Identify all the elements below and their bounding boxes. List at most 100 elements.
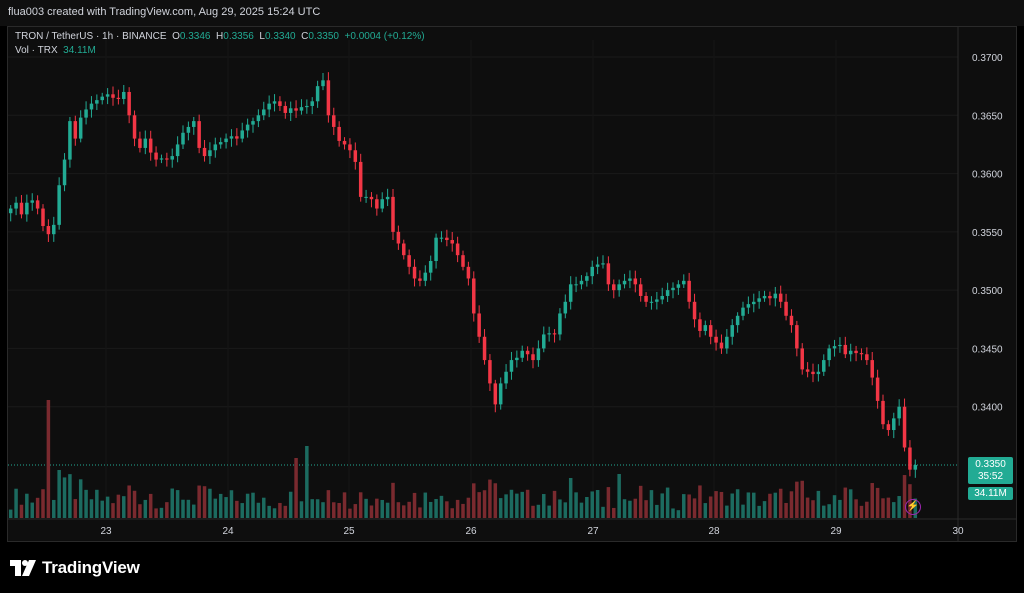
candle-body: [35, 200, 40, 209]
volume-bar: [472, 483, 476, 518]
candle-body: [235, 136, 239, 139]
volume-bar: [326, 490, 331, 518]
candle-body: [445, 237, 449, 241]
legend-volume-label[interactable]: Vol · TRX: [15, 45, 58, 56]
candle-body: [353, 150, 358, 162]
volume-bar: [585, 497, 589, 518]
last-price-value: 0.3350: [975, 459, 1006, 470]
volume-bar: [897, 496, 901, 518]
volume-bar: [590, 491, 594, 518]
volume-bar: [719, 491, 724, 518]
candle-body: [515, 357, 519, 361]
volume-bar: [213, 498, 218, 518]
volume-bar: [267, 505, 271, 518]
volume-bar: [536, 504, 541, 518]
candle-body: [84, 109, 88, 118]
volume-bar: [235, 500, 239, 518]
candle-body: [859, 353, 864, 355]
candle-body: [752, 301, 756, 305]
volume-bar: [558, 499, 562, 518]
candle-body: [498, 383, 503, 405]
volume-bar: [439, 495, 444, 518]
legend-low-value: 0.3340: [264, 31, 296, 42]
candle-body: [229, 136, 234, 139]
candle-body: [73, 121, 78, 139]
volume-bar: [622, 499, 627, 518]
candle-body: [116, 97, 121, 99]
y-tick-label: 0.3550: [972, 228, 1003, 239]
lightning-icon[interactable]: ⚡: [905, 499, 921, 515]
candle-body: [488, 360, 492, 384]
volume-bar: [445, 501, 449, 518]
volume-bar: [892, 502, 896, 518]
candle-body: [482, 336, 487, 361]
volume-bar: [288, 491, 293, 518]
candle-body: [391, 196, 395, 232]
candle-body: [272, 101, 277, 104]
candle-body: [547, 333, 551, 335]
candle-body: [315, 86, 320, 102]
candle-body: [531, 354, 535, 361]
volume-bar: [773, 492, 778, 518]
x-tick-label: 23: [100, 526, 112, 537]
volume-bar: [671, 508, 675, 518]
candle-body: [192, 121, 196, 127]
y-tick-label: 0.3400: [972, 403, 1003, 414]
candle-body: [795, 325, 799, 349]
chart-panel[interactable]: [7, 26, 1017, 542]
volume-bar: [186, 499, 191, 518]
candle-body: [843, 344, 848, 355]
volume-bar: [25, 493, 29, 518]
x-tick-label: 26: [465, 526, 477, 537]
volume-bar: [865, 501, 869, 518]
volume-bar: [380, 499, 384, 518]
candle-body: [165, 158, 169, 160]
candle-body: [822, 360, 826, 372]
volume-bar: [412, 492, 417, 518]
candle-body: [671, 287, 675, 291]
volume-bar: [364, 498, 368, 518]
candle-body: [288, 108, 293, 113]
candle-body: [46, 226, 51, 235]
volume-bar: [391, 482, 395, 518]
volume-bar: [816, 490, 821, 518]
volume-bar: [832, 495, 837, 518]
volume-bar: [789, 491, 794, 518]
volume-bar: [568, 478, 573, 518]
candle-body: [294, 108, 298, 111]
volume-bar: [730, 493, 734, 518]
legend-symbol[interactable]: TRON / TetherUS · 1h · BINANCE: [15, 31, 167, 42]
volume-bar: [595, 490, 600, 518]
volume-bar: [132, 490, 137, 518]
candle-body: [730, 325, 734, 337]
candle-body: [897, 406, 901, 419]
candle-body: [472, 278, 476, 314]
volume-bar: [208, 488, 212, 518]
candle-body: [466, 266, 471, 279]
volume-bar: [57, 470, 61, 518]
candle-body: [703, 325, 708, 331]
volume-bar: [714, 491, 718, 518]
volume-bar: [46, 400, 51, 518]
candle-body: [208, 150, 212, 157]
volume-bar: [402, 505, 406, 518]
candle-body: [78, 117, 83, 139]
volume-bar: [574, 492, 578, 518]
volume-bar: [838, 499, 842, 518]
candle-body: [574, 284, 578, 286]
candle-body: [105, 94, 110, 97]
volume-bar: [148, 493, 153, 518]
volume-bar: [202, 486, 207, 518]
footer: [0, 542, 1024, 593]
candle-body: [908, 447, 912, 470]
volume-bar: [154, 508, 158, 518]
volume-bar: [332, 502, 336, 518]
candle-body: [100, 96, 104, 101]
volume-bar: [746, 492, 751, 518]
volume-bar: [170, 488, 174, 518]
candle-body: [148, 138, 153, 153]
volume-bar: [229, 490, 234, 518]
candle-body: [563, 301, 568, 314]
candle-body: [407, 255, 411, 267]
